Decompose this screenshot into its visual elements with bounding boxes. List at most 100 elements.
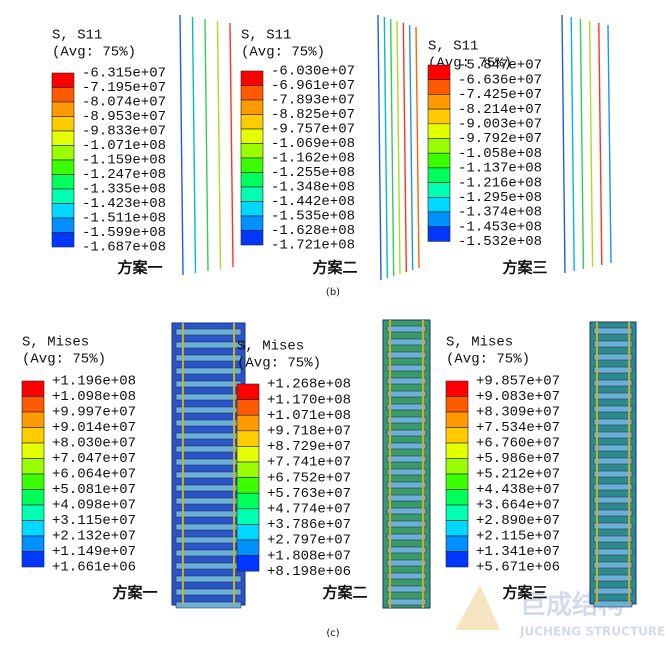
legend-band [445, 396, 469, 413]
panel-caption: 方案一 [112, 584, 157, 602]
frame-rung [175, 497, 242, 505]
frame-rung [593, 431, 633, 439]
legend-band [427, 182, 451, 198]
legend-band [51, 145, 75, 161]
legend-label: +9.997e+07 [52, 405, 136, 421]
legend-label: -1.423e+08 [82, 196, 166, 212]
legend-label: +8.030e+07 [52, 436, 136, 452]
legend-band [240, 99, 264, 115]
contour-panel: S, S11(Avg: 75%) -6.315e+07-7.195e+07-8.0… [51, 14, 234, 277]
legend-band [427, 94, 451, 110]
legend-label: +5.212e+07 [476, 467, 560, 483]
frame-rung [175, 471, 242, 479]
legend-band [240, 143, 264, 159]
frame-rung [175, 575, 242, 583]
frame-rung [386, 520, 427, 528]
legend-title: S, Mises [446, 335, 513, 351]
contour-panel: S, S11(Avg: 75%) -6.030e+07-6.961e+07-7.8… [240, 14, 420, 281]
legend-band [445, 551, 469, 568]
legend-band [21, 535, 45, 552]
contour-panel: S, S11(Avg: 75%)-5.847e+07-6.636e+07-7.4… [427, 14, 612, 277]
legend-band [51, 130, 75, 146]
legend-band [236, 555, 260, 572]
legend-label: -1.628e+08 [271, 223, 355, 239]
legend-band [51, 203, 75, 219]
legend-band [21, 504, 45, 521]
legend-label: +1.149e+07 [52, 544, 136, 560]
legend-band [427, 211, 451, 227]
member-line [396, 20, 401, 275]
legend-label: +6.064e+07 [52, 467, 136, 483]
legend-label: -1.247e+08 [82, 167, 166, 183]
legend-label: +7.047e+07 [52, 451, 136, 467]
frame-rung [386, 598, 427, 606]
legend-label: -9.833e+07 [82, 124, 166, 140]
legend-label: -1.532e+08 [458, 234, 542, 250]
legend-title: S, S11 [428, 39, 478, 55]
legend-label: -1.453e+08 [458, 219, 542, 235]
legend-band [445, 427, 469, 444]
legend-title: S, S11 [241, 28, 291, 44]
legend-label: -1.374e+08 [458, 205, 542, 221]
frame-rung [386, 507, 427, 515]
legend-band [236, 539, 260, 556]
frame-rung [593, 587, 633, 595]
member-line [383, 16, 389, 279]
legend-band [236, 430, 260, 447]
frame-rung [386, 533, 427, 541]
frame-rung [386, 403, 427, 411]
legend-label: +7.741e+07 [267, 455, 351, 471]
legend-band [21, 473, 45, 490]
frame-rung [175, 588, 242, 596]
member-line [402, 22, 408, 273]
legend-band [240, 85, 264, 101]
legend-band [240, 215, 264, 231]
member-line [229, 22, 234, 268]
legend-label: +1.170e+08 [267, 392, 351, 408]
legend-band [236, 461, 260, 478]
member-line [570, 16, 575, 272]
frame-rung [175, 419, 242, 427]
frame-rung [593, 392, 633, 400]
frame-rung [386, 455, 427, 463]
legend-band [51, 174, 75, 190]
legend-label: +2.115e+07 [476, 529, 560, 545]
legend-label: +8.729e+07 [267, 439, 351, 455]
legend-label: -8.074e+07 [82, 95, 166, 111]
frame-rung [175, 393, 242, 401]
legend-avg: (Avg: 75%) [237, 356, 321, 372]
member-line [204, 18, 209, 272]
legend-label: -1.442e+08 [271, 194, 355, 210]
member-line [561, 14, 566, 274]
legend-band [236, 399, 260, 416]
legend-band [240, 186, 264, 202]
legend-label: -1.162e+08 [271, 151, 355, 167]
legend-label: -1.535e+08 [271, 209, 355, 225]
legend-band [240, 114, 264, 130]
legend-band [427, 79, 451, 95]
legend-band [21, 411, 45, 428]
frame-rung [386, 559, 427, 567]
legend-band [445, 380, 469, 397]
member-line [607, 24, 612, 264]
frame-rung [593, 522, 633, 530]
legend-band [21, 489, 45, 506]
figure-label: (b) [326, 287, 340, 298]
legend-band [51, 217, 75, 233]
legend-label: +6.752e+07 [267, 470, 351, 486]
frame-rung [593, 548, 633, 556]
legend-band [427, 152, 451, 169]
legend-label: -6.961e+07 [271, 78, 355, 94]
legend-avg: (Avg: 75%) [446, 352, 530, 368]
member-line [179, 14, 184, 276]
legend-label: +5.081e+07 [52, 482, 136, 498]
frame-rung [175, 380, 242, 388]
legend-label: +8.198e+06 [267, 564, 351, 580]
legend-band [21, 396, 45, 413]
legend-band [445, 520, 469, 537]
legend-label: +1.341e+07 [476, 544, 560, 560]
legend-label: -1.058e+08 [458, 146, 542, 162]
frame-rung [593, 600, 633, 608]
contour-panel: S, Mises(Avg: 75%) +9.857e+07+9.083e+07+8… [445, 321, 637, 608]
